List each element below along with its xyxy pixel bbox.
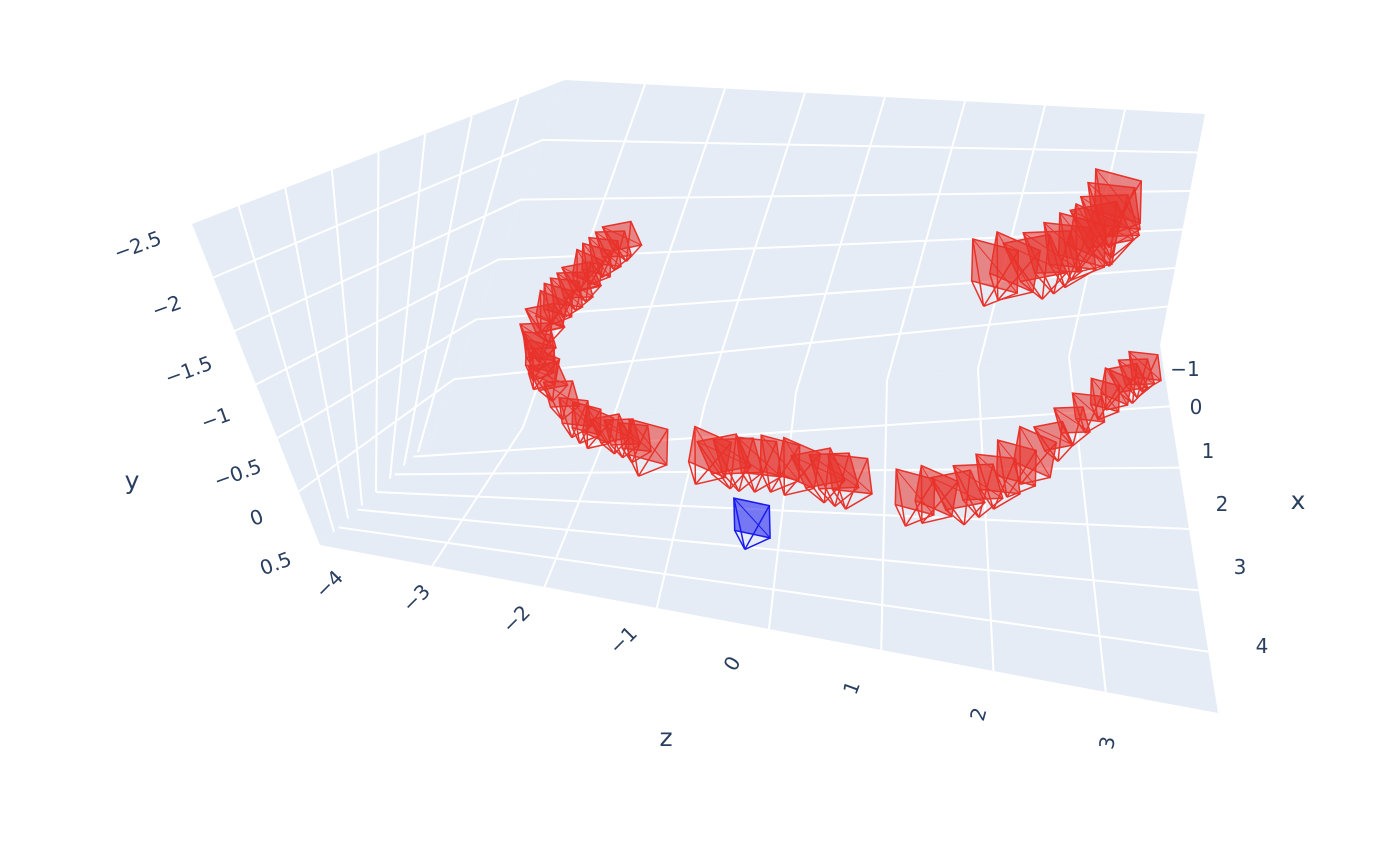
grid-line (454, 305, 1168, 381)
camera-frustum (627, 418, 669, 477)
x-axis-title: x (1291, 486, 1306, 515)
z-tick-label: −4 (310, 565, 348, 603)
grid-line (413, 405, 1170, 458)
x-tick-label: −1 (1170, 357, 1199, 381)
camera-frustum (1093, 168, 1143, 238)
z-tick-label: −2 (497, 600, 535, 638)
y-tick-label: 0 (247, 504, 267, 531)
x-tick-label: 0 (1190, 395, 1203, 419)
z-tick-label: 1 (838, 678, 865, 698)
back-pane (432, 80, 1205, 439)
left-pane (192, 80, 565, 545)
grid-line (234, 198, 522, 332)
camera-frustum (827, 453, 873, 510)
y-tick-label: 0.5 (257, 547, 295, 580)
x-tick-label: 3 (1234, 555, 1247, 579)
y-tick-label: −0.5 (211, 454, 265, 493)
grid-line (276, 318, 477, 439)
grid-line (542, 138, 1198, 154)
y-tick-label: −2 (149, 290, 185, 323)
x-tick-label: 4 (1256, 634, 1269, 658)
y-axis-title: y (125, 466, 140, 495)
grid-line (520, 190, 1191, 201)
grid-line (375, 491, 1190, 530)
grid-line (212, 138, 544, 279)
z-tick-label: 0 (718, 652, 745, 675)
grid-line (338, 526, 1209, 653)
z-tick-label: −3 (397, 579, 435, 617)
grid-line (298, 378, 455, 493)
grid-line (255, 258, 499, 386)
camera-frustum (1128, 350, 1162, 393)
y-tick-label: −1 (198, 402, 234, 435)
camera-frustums (519, 168, 1162, 551)
y-tick-label: −2.5 (111, 226, 165, 265)
grid-line (357, 508, 1199, 592)
z-tick-label: −1 (604, 621, 642, 659)
camera-frustum (733, 497, 771, 551)
y-tick-label: −1.5 (162, 351, 216, 390)
x-tick-label: 1 (1202, 439, 1215, 463)
x-tick-label: 2 (1216, 492, 1229, 516)
z-tick-label: 2 (965, 705, 991, 724)
z-tick-label: 3 (1094, 734, 1120, 751)
z-axis-title: z (659, 723, 672, 752)
